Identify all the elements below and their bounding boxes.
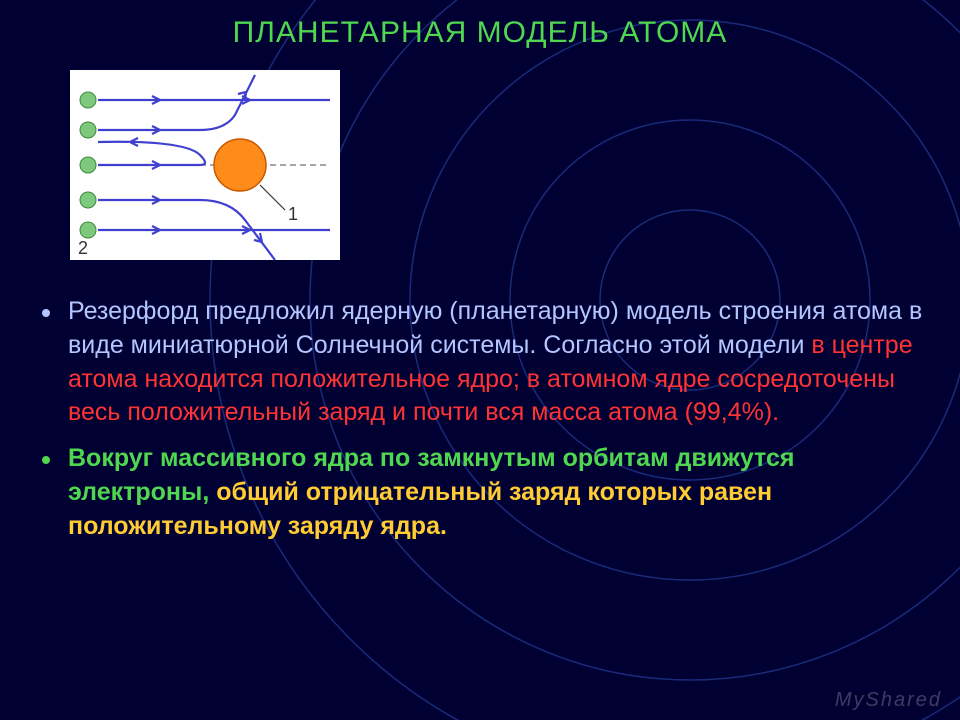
bullet-dot-icon: [42, 309, 50, 317]
bullet-list: Резерфорд предложил ядерную (планетарную…: [36, 295, 924, 555]
bullet-item: Резерфорд предложил ядерную (планетарную…: [36, 295, 924, 430]
diagram-label-1: 1: [288, 204, 298, 224]
watermark-text: MyShared: [835, 689, 942, 712]
bullet-item: Вокруг массивного ядра по замкнутым орби…: [36, 442, 924, 543]
bullet-dot-icon: [42, 456, 50, 464]
scattering-diagram: 1 2: [70, 70, 340, 260]
bullet-text: Вокруг массивного ядра по замкнутым орби…: [68, 442, 924, 543]
bullet-text: Резерфорд предложил ядерную (планетарную…: [68, 295, 924, 430]
diagram-label-2: 2: [78, 238, 88, 258]
alpha-particles: [80, 92, 96, 238]
slide-title: ПЛАНЕТАРНАЯ МОДЕЛЬ АТОМА: [0, 16, 960, 50]
